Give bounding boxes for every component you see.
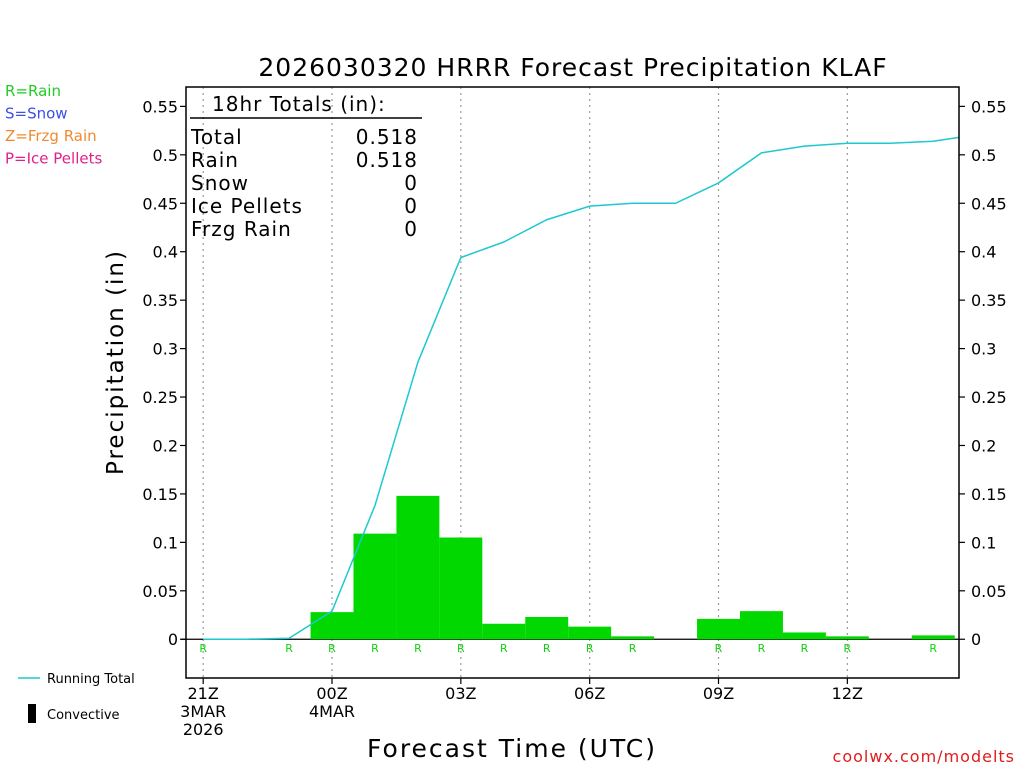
y-tick-label-left: 0.2 xyxy=(153,436,178,455)
x-tick-label: 03Z xyxy=(445,684,476,703)
rain-bar xyxy=(353,533,397,640)
rain-bar xyxy=(525,616,569,640)
y-tick-label-right: 0.05 xyxy=(971,582,1007,601)
totals-row-value: 0 xyxy=(404,171,418,195)
ptype-legend-item: P=Ice Pellets xyxy=(5,150,102,168)
y-axis-label: Precipitation (in) xyxy=(103,249,129,475)
x-tick-label: 12Z xyxy=(832,684,863,703)
ptype-mark: R xyxy=(929,642,937,655)
totals-box: 18hr Totals (in): Total 0.518 Rain 0.518 Sno… xyxy=(190,92,422,241)
line-legend: Running Total Convective xyxy=(18,672,135,723)
y-tick-label-right: 0.35 xyxy=(971,291,1007,310)
y-tick-label-left: 0.35 xyxy=(142,291,178,310)
convective-legend-swatch xyxy=(28,704,36,723)
rain-bar xyxy=(568,626,612,640)
y-tick-label-left: 0.5 xyxy=(153,146,178,165)
rain-bar xyxy=(911,635,955,640)
running-total-line xyxy=(203,136,960,640)
ptype-mark: R xyxy=(371,642,379,655)
y-tick-label-left: 0.3 xyxy=(153,340,178,359)
ptype-legend-item: Z=Frzg Rain xyxy=(5,127,97,145)
rain-bar xyxy=(782,632,826,640)
bars xyxy=(181,495,959,640)
ptype-mark: R xyxy=(457,642,465,655)
x-tick-label: 06Z xyxy=(574,684,605,703)
y-tick-label-left: 0.45 xyxy=(142,194,178,213)
y-tick-label-left: 0 xyxy=(168,630,178,649)
ptype-legend: R=Rain S=Snow Z=Frzg Rain P=Ice Pellets xyxy=(5,82,102,168)
totals-row-label: Ice Pellets xyxy=(191,194,303,218)
ptype-mark: R xyxy=(414,642,422,655)
rain-bar xyxy=(739,611,783,640)
y-tick-label-right: 0.1 xyxy=(971,533,996,552)
rain-bar xyxy=(310,612,354,640)
y-tick-label-left: 0.4 xyxy=(153,243,178,262)
y-tick-label-left: 0.55 xyxy=(142,97,178,116)
y-tick-label-right: 0.3 xyxy=(971,340,996,359)
y-axis-right: 0 0.05 0.1 0.15 0.2 0.25 0.3 0.35 0.4 0.45 0.5 0.55 xyxy=(959,97,1007,649)
credit-text: coolwx.com/modelts xyxy=(833,747,1015,766)
totals-rows: Total 0.518 Rain 0.518 Snow 0 Ice Pellets 0 Frzg… xyxy=(190,125,418,241)
totals-row-value: 0.518 xyxy=(356,125,418,149)
ptype-legend-item: S=Snow xyxy=(5,105,68,123)
ptype-legend-item: R=Rain xyxy=(5,82,61,100)
y-tick-label-right: 0.2 xyxy=(971,436,996,455)
y-axis-left: 0 0.05 0.1 0.15 0.2 0.25 0.3 0.35 0.4 0.45 0.5 0.55 xyxy=(142,97,186,649)
x-tick-label: 3MAR xyxy=(180,702,226,721)
rain-bar xyxy=(482,623,526,640)
rain-bar xyxy=(396,495,440,640)
totals-row-label: Snow xyxy=(191,171,249,195)
y-tick-label-left: 0.1 xyxy=(153,533,178,552)
x-tick-label: 21Z xyxy=(188,684,219,703)
x-axis-label: Forecast Time (UTC) xyxy=(367,734,657,763)
y-tick-label-right: 0.15 xyxy=(971,485,1007,504)
ptype-mark: R xyxy=(586,642,594,655)
totals-row-value: 0 xyxy=(404,194,418,218)
y-tick-label-right: 0.4 xyxy=(971,243,996,262)
x-tick-label: 00Z xyxy=(316,684,347,703)
ptype-mark: R xyxy=(543,642,551,655)
totals-row-label: Total xyxy=(190,125,243,149)
convective-legend-label: Convective xyxy=(47,708,120,723)
grid xyxy=(202,87,848,678)
ptype-mark: R xyxy=(715,642,723,655)
rain-bar xyxy=(697,618,740,640)
x-tick-label: 2026 xyxy=(183,720,224,739)
y-tick-label-right: 0.5 xyxy=(971,146,996,165)
y-tick-label-right: 0.25 xyxy=(971,388,1007,407)
totals-row-value: 0 xyxy=(404,217,418,241)
plot-frame xyxy=(185,86,960,679)
y-tick-label-right: 0.45 xyxy=(971,194,1007,213)
running-total-legend-label: Running Total xyxy=(47,672,135,687)
rain-bar xyxy=(439,537,483,640)
rain-bar xyxy=(825,636,869,640)
totals-header: 18hr Totals (in): xyxy=(212,92,386,116)
x-tick-label: 09Z xyxy=(703,684,734,703)
y-tick-label-left: 0.05 xyxy=(142,582,178,601)
chart-title: 2026030320 HRRR Forecast Precipitation K… xyxy=(258,53,887,82)
y-tick-label-left: 0.15 xyxy=(142,485,178,504)
totals-row-value: 0.518 xyxy=(356,148,418,172)
ptype-mark: R xyxy=(801,642,809,655)
ptype-mark: R xyxy=(199,642,207,655)
running-total-polyline xyxy=(203,136,960,640)
rain-bar xyxy=(611,636,655,640)
ptype-mark: R xyxy=(500,642,508,655)
y-tick-label-right: 0.55 xyxy=(971,97,1007,116)
ptype-mark: R xyxy=(758,642,766,655)
totals-row-label: Rain xyxy=(191,148,239,172)
totals-row-label: Frzg Rain xyxy=(191,217,292,241)
ptype-mark: R xyxy=(285,642,293,655)
ptype-mark: R xyxy=(844,642,852,655)
y-tick-label-left: 0.25 xyxy=(142,388,178,407)
ptype-mark: R xyxy=(629,642,637,655)
ptype-mark: R xyxy=(328,642,336,655)
x-tick-label: 4MAR xyxy=(309,702,355,721)
y-tick-label-right: 0 xyxy=(971,630,981,649)
